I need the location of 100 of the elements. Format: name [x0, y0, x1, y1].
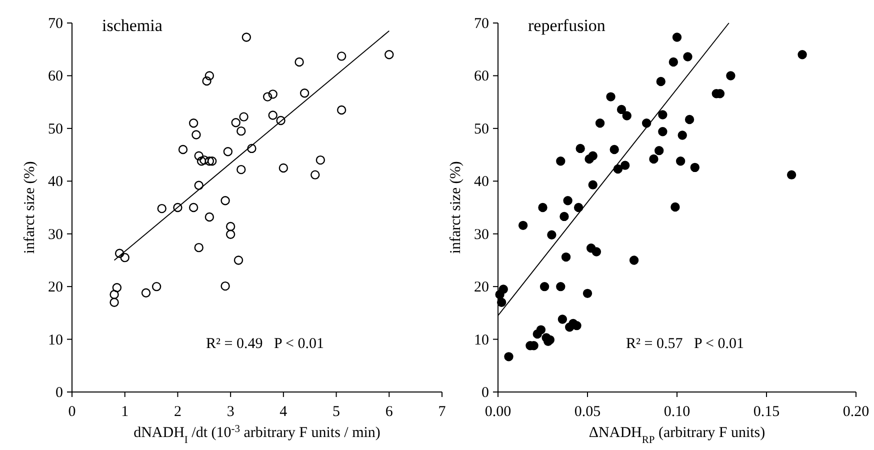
point: [690, 162, 700, 172]
point: [202, 76, 212, 86]
point: [384, 50, 394, 60]
point: [592, 247, 602, 256]
annotation: R² = 0.57 P < 0.01: [626, 336, 744, 352]
point: [247, 144, 256, 154]
point: [226, 230, 236, 239]
point: [234, 256, 244, 265]
point: [220, 196, 230, 206]
point: [242, 32, 252, 42]
y-tick-label: 30: [474, 226, 489, 243]
point: [223, 147, 233, 156]
y-axis-title: infarct size (%): [448, 161, 464, 254]
point: [563, 196, 572, 206]
point: [188, 202, 198, 212]
point: [622, 111, 632, 120]
point: [536, 325, 546, 334]
point: [616, 104, 626, 114]
point: [726, 71, 736, 80]
point: [196, 156, 206, 166]
point: [498, 284, 508, 294]
point: [157, 204, 166, 214]
point: [496, 298, 506, 307]
point: [200, 155, 209, 165]
y-tick-label: 60: [48, 68, 63, 85]
y-tick-label: 10: [474, 332, 489, 348]
point: [560, 212, 569, 222]
point: [178, 144, 188, 154]
point: [194, 151, 204, 160]
point: [112, 283, 122, 292]
x-tick-label: 4: [280, 404, 288, 420]
point: [582, 288, 592, 298]
x-tick-label: 3: [226, 404, 234, 420]
point: [656, 76, 666, 86]
point: [595, 118, 605, 128]
x-tick-label: 0.10: [664, 404, 690, 420]
y-tick-label: 40: [474, 174, 489, 190]
x-tick-label: 2: [174, 404, 182, 420]
point: [226, 222, 236, 232]
y-tick-label: 10: [48, 332, 63, 348]
x-tick-label: 6: [385, 404, 394, 420]
point: [110, 290, 119, 300]
point: [547, 230, 556, 240]
point: [310, 170, 320, 180]
point: [588, 151, 598, 160]
point: [316, 155, 326, 165]
point: [276, 116, 286, 126]
point: [236, 126, 246, 136]
point: [236, 164, 246, 174]
point: [620, 160, 630, 170]
point: [588, 180, 598, 190]
point: [658, 110, 668, 120]
x-tick-label: 0.00: [484, 404, 512, 420]
point: [561, 252, 571, 262]
y-tick-label: 70: [48, 16, 63, 32]
point: [239, 112, 248, 122]
x-axis-title: ΔNADH$_{RP}$ (arbitrary F units): [588, 425, 766, 446]
point: [676, 156, 686, 166]
point: [194, 180, 204, 190]
point: [262, 92, 272, 102]
point: [672, 32, 682, 42]
point: [114, 248, 124, 258]
point: [668, 57, 678, 67]
y-tick-label: 30: [48, 226, 63, 243]
y-tick-label: 20: [474, 280, 489, 296]
y-tick-label: 50: [48, 121, 63, 138]
point: [192, 130, 201, 140]
point: [678, 130, 687, 140]
point: [204, 212, 214, 222]
annotation: R² = 0.49 P < 0.01: [206, 336, 324, 352]
x-tick-label: 0.15: [753, 404, 780, 420]
y-tick-label: 70: [474, 16, 489, 32]
point: [268, 110, 278, 120]
point: [556, 282, 566, 292]
point: [670, 202, 680, 212]
x-tick-label: 1: [121, 404, 129, 420]
point: [300, 88, 310, 98]
y-tick-label: 60: [474, 68, 489, 85]
point: [518, 220, 528, 230]
point: [294, 57, 304, 67]
point: [231, 118, 240, 128]
point: [336, 105, 346, 115]
point: [336, 52, 346, 61]
point: [610, 144, 619, 154]
x-tick-label: 7: [438, 404, 446, 420]
point: [120, 252, 130, 262]
x-tick-label: 5: [332, 404, 340, 420]
point: [204, 156, 214, 166]
point: [188, 118, 198, 128]
point: [786, 170, 796, 180]
point: [798, 50, 807, 60]
point: [540, 282, 550, 292]
point: [207, 156, 217, 166]
chart-title: reperfusion: [528, 16, 606, 35]
point: [576, 144, 585, 154]
point: [683, 52, 692, 62]
y-tick-label: 50: [474, 121, 489, 138]
point: [654, 146, 664, 156]
point: [649, 154, 658, 164]
y-tick-label: 0: [56, 385, 63, 401]
